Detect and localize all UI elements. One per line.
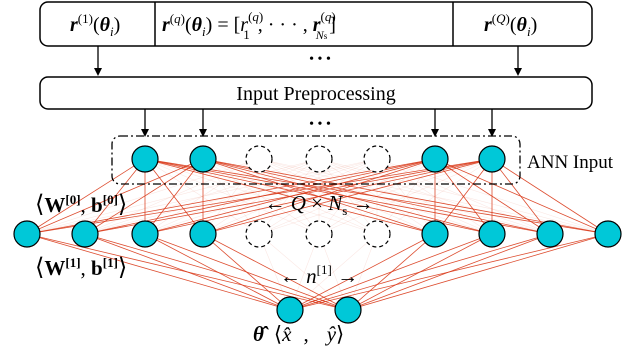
edge-hidden-output [347, 233, 609, 311]
ann-input-region [111, 135, 521, 185]
input-bar-ellipsis: • • • [309, 52, 331, 67]
hidden-node [189, 220, 217, 248]
hidden-node [71, 220, 99, 248]
edge-input-hidden [26, 158, 204, 235]
input-node-placeholder [363, 145, 391, 173]
edge-faint [84, 158, 260, 235]
preprocessing-ellipsis: • • • [309, 117, 331, 132]
edge-faint [84, 158, 320, 235]
edge-input-hidden [202, 158, 493, 235]
network-edges [26, 158, 609, 311]
edge-hidden-output [84, 233, 349, 311]
edge-input-hidden [434, 158, 551, 235]
edge-hidden-output [144, 233, 291, 311]
input-node [131, 145, 159, 173]
hidden-node [131, 220, 159, 248]
edge-input-hidden [434, 158, 493, 235]
ann-input-label: ANN Input [527, 152, 614, 173]
edge-faint [318, 158, 551, 235]
edge-input-hidden [26, 158, 493, 235]
hidden-size-label: ← n[1] → [280, 262, 358, 288]
input-node [189, 145, 217, 173]
output-node [334, 296, 362, 324]
edge-hidden-output [202, 233, 291, 311]
input-node-placeholder [245, 145, 273, 173]
edge-hidden-output [289, 233, 436, 311]
input-node [421, 145, 449, 173]
input-cell-middle: r(q)(θi) = [r(q) 1, · · · , r(q) Ns] [162, 9, 336, 42]
edge-input-hidden [26, 158, 146, 235]
hidden-node [594, 220, 622, 248]
edge-hidden-output [289, 233, 493, 311]
edge-input-hidden [84, 158, 493, 235]
input-cell-first: r(1)(θi) [70, 11, 120, 39]
input-node-placeholder [305, 145, 333, 173]
hidden-node [13, 220, 41, 248]
weights-0-label: ⟨W[0], b[0]⟩ [35, 192, 127, 218]
hidden-node-placeholder [305, 220, 333, 248]
input-bar: r(1)(θi) r(q)(θi) = [r(q) 1, · · · , r(q)… [39, 1, 593, 47]
hidden-node [536, 220, 564, 248]
edge-faint [144, 158, 260, 235]
edge-hidden-output [289, 233, 551, 311]
edge-hidden-output [84, 233, 291, 311]
edge-faint [258, 233, 291, 311]
edge-hidden-output [26, 233, 291, 311]
input-size-label: ← Q × Ns → [264, 191, 373, 218]
edge-input-hidden [491, 158, 609, 235]
input-preprocessing-box [39, 76, 593, 110]
input-cell-last: r(Q)(θi) [484, 11, 537, 39]
edge-faint [144, 158, 260, 235]
hidden-node-placeholder [363, 220, 391, 248]
input-bar-box [39, 1, 593, 47]
hidden-node-placeholder [245, 220, 273, 248]
edge-input-hidden [491, 158, 551, 235]
output-label: θ̂ ⟨x̂, ŷ⟩ [253, 322, 344, 346]
edge-hidden-output [289, 233, 609, 311]
input-node [478, 145, 506, 173]
output-node [276, 296, 304, 324]
input-preprocessing-label: Input Preprocessing [236, 83, 395, 105]
edge-input-hidden [26, 158, 436, 235]
network-nodes [13, 145, 622, 324]
weights-1-label: ⟨W[1], b[1]⟩ [35, 255, 127, 281]
hidden-node [478, 220, 506, 248]
hidden-node [421, 220, 449, 248]
